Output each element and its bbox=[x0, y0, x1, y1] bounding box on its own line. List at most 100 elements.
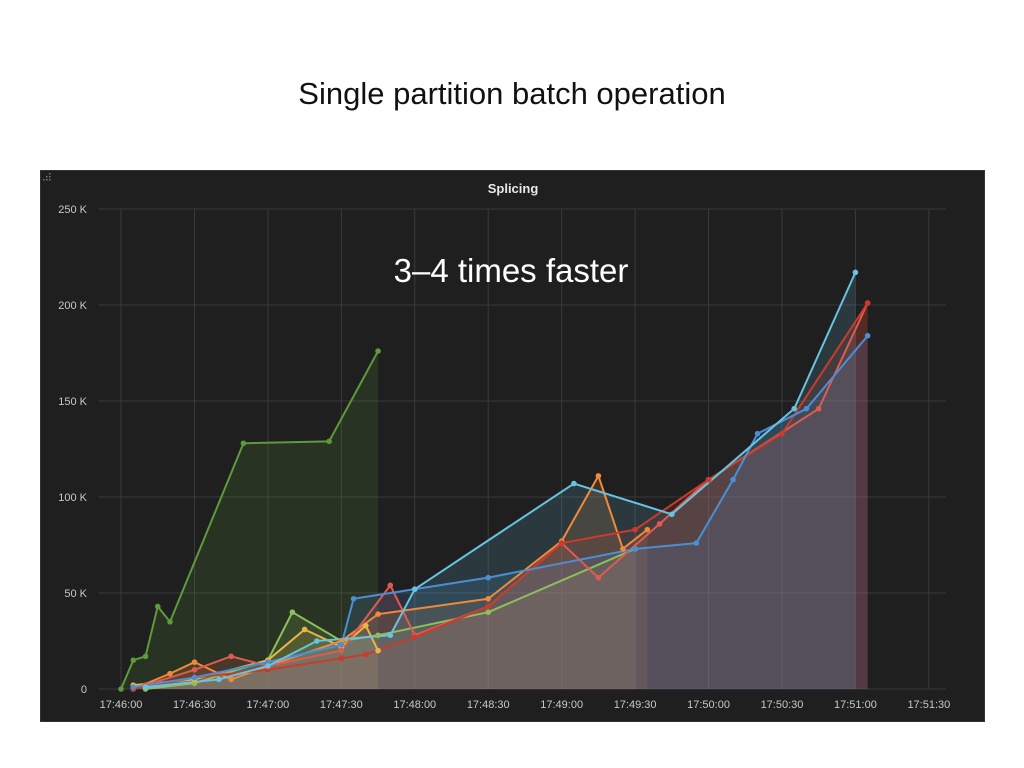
data-point bbox=[228, 676, 234, 683]
data-point bbox=[595, 574, 602, 581]
data-point bbox=[338, 655, 345, 662]
data-point bbox=[191, 667, 198, 673]
data-point bbox=[375, 647, 381, 654]
data-point bbox=[314, 638, 320, 644]
y-tick-label: 100 K bbox=[58, 492, 87, 504]
data-point bbox=[815, 405, 822, 412]
grid bbox=[99, 208, 946, 690]
data-point bbox=[130, 684, 137, 690]
data-point bbox=[411, 586, 418, 592]
data-point bbox=[803, 405, 810, 412]
data-point bbox=[375, 348, 381, 354]
data-point bbox=[265, 663, 271, 669]
data-point bbox=[191, 659, 198, 665]
data-point bbox=[130, 657, 137, 663]
data-point bbox=[350, 595, 357, 602]
data-point bbox=[191, 680, 198, 687]
series-area bbox=[145, 548, 636, 689]
data-point bbox=[118, 686, 124, 692]
series-area bbox=[145, 272, 856, 689]
data-point bbox=[167, 619, 173, 625]
data-point bbox=[375, 632, 381, 639]
data-point bbox=[644, 526, 651, 533]
data-point bbox=[363, 651, 369, 658]
data-point bbox=[730, 476, 736, 483]
slide-title: Single partition batch operation bbox=[298, 76, 726, 111]
data-point bbox=[779, 430, 785, 437]
data-point bbox=[228, 653, 234, 660]
data-point bbox=[864, 332, 871, 339]
chart-panel: Splicing 0 50 K 100 K 150 K 200 K 250 K 17:46:… bbox=[40, 170, 985, 722]
data-point bbox=[656, 521, 663, 527]
data-point bbox=[338, 642, 345, 648]
series-area bbox=[133, 475, 648, 689]
data-point bbox=[191, 674, 198, 681]
data-point bbox=[632, 526, 638, 533]
data-point bbox=[301, 626, 308, 633]
data-point bbox=[632, 546, 638, 552]
y-tick-label: 50 K bbox=[64, 588, 87, 600]
y-tick-label: 0 bbox=[81, 684, 87, 696]
data-point bbox=[791, 405, 798, 412]
series-line bbox=[145, 271, 857, 689]
data-point bbox=[338, 638, 345, 644]
x-tick-label: 17:47:30 bbox=[320, 699, 363, 711]
series-points bbox=[118, 269, 871, 692]
x-tick-label: 17:46:00 bbox=[100, 699, 143, 711]
data-point bbox=[154, 603, 161, 610]
y-tick-label: 250 K bbox=[58, 204, 87, 216]
x-tick-label: 17:49:00 bbox=[540, 699, 583, 711]
data-point bbox=[387, 632, 394, 639]
data-point bbox=[338, 647, 345, 654]
series-area bbox=[133, 303, 868, 689]
data-point bbox=[485, 609, 492, 615]
x-tick-label: 17:51:00 bbox=[834, 699, 877, 711]
data-point bbox=[265, 667, 271, 673]
x-tick-label: 17:46:30 bbox=[173, 699, 216, 711]
data-point bbox=[669, 511, 675, 518]
resize-handle-icon[interactable] bbox=[41, 171, 51, 181]
x-tick-label: 17:49:30 bbox=[614, 699, 657, 711]
y-tick-label: 200 K bbox=[58, 300, 87, 312]
series-areas bbox=[121, 272, 868, 689]
y-tick-label: 150 K bbox=[58, 396, 87, 408]
x-tick-label: 17:50:30 bbox=[761, 699, 804, 711]
series-line bbox=[145, 547, 636, 690]
x-tick-label: 17:48:00 bbox=[393, 699, 436, 711]
data-point bbox=[571, 480, 577, 487]
x-tick-label: 17:47:00 bbox=[246, 699, 289, 711]
data-point bbox=[595, 473, 602, 479]
data-point bbox=[485, 595, 492, 602]
data-point bbox=[387, 582, 394, 589]
data-point bbox=[411, 634, 418, 640]
x-tick-label: 17:48:30 bbox=[467, 699, 510, 711]
splicing-chart: Splicing 0 50 K 100 K 150 K 200 K 250 K 17:46:… bbox=[58, 181, 950, 711]
data-point bbox=[558, 540, 565, 546]
data-point bbox=[363, 622, 369, 629]
x-tick-label: 17:51:30 bbox=[907, 699, 950, 711]
data-point bbox=[620, 546, 626, 552]
x-tick-label: 17:50:00 bbox=[687, 699, 730, 711]
data-point bbox=[852, 269, 859, 276]
data-point bbox=[485, 574, 492, 581]
axis-labels: 0 50 K 100 K 150 K 200 K 250 K 17:46:00 17:46:3… bbox=[58, 204, 950, 711]
data-point bbox=[216, 676, 222, 683]
data-point bbox=[167, 670, 173, 677]
data-point bbox=[375, 611, 381, 617]
data-point bbox=[142, 653, 149, 660]
series-area bbox=[133, 335, 868, 689]
data-point bbox=[289, 609, 296, 615]
speedup-annotation: 3–4 times faster bbox=[394, 252, 629, 289]
data-point bbox=[265, 659, 271, 665]
data-point bbox=[693, 540, 700, 546]
panel-title[interactable]: Splicing bbox=[488, 181, 539, 196]
data-point bbox=[754, 430, 761, 437]
data-point bbox=[864, 300, 871, 306]
series-area bbox=[145, 303, 868, 689]
data-point bbox=[240, 440, 247, 447]
series-area bbox=[121, 351, 379, 689]
data-point bbox=[142, 684, 149, 690]
data-point bbox=[326, 438, 332, 445]
data-point bbox=[705, 476, 712, 483]
data-point bbox=[485, 603, 492, 610]
